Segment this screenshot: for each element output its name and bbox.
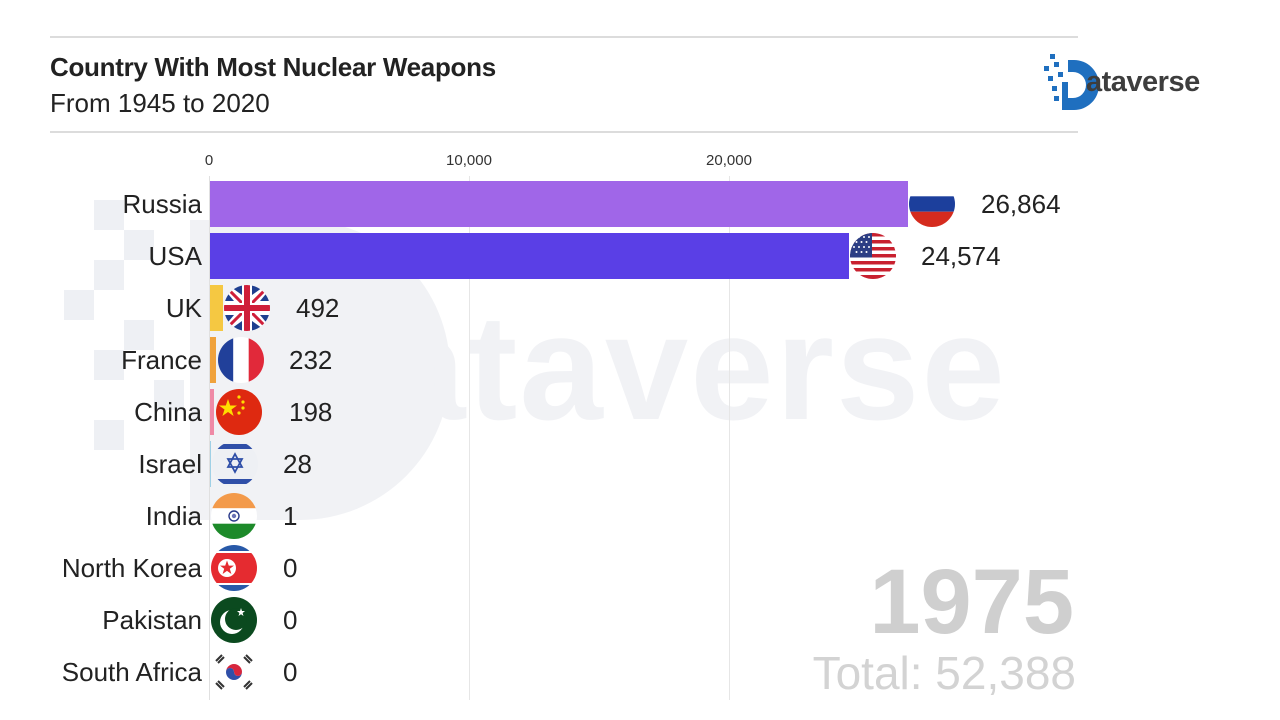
gridline-20000 <box>729 176 730 700</box>
value-label: 0 <box>283 657 298 687</box>
value-label: 198 <box>289 397 333 427</box>
bar-row-uk: UK 492 <box>0 285 1280 331</box>
bar-row-pakistan: Pakistan 0 <box>0 597 1280 643</box>
value-label: 492 <box>296 293 340 323</box>
bar-israel <box>210 441 211 487</box>
bar-uk <box>210 285 223 331</box>
value-label: 1 <box>283 501 298 531</box>
logo-d-icon <box>1044 54 1099 110</box>
country-label: USA <box>148 241 202 271</box>
total-label: Total: 52,388 <box>812 647 1076 699</box>
logo-text: ataverse <box>1086 66 1200 98</box>
bar-row-india: India 1 <box>0 493 1280 539</box>
y-axis-line <box>209 176 210 700</box>
china-flag-icon <box>216 389 262 435</box>
bar-russia <box>210 181 908 227</box>
value-label: 26,864 <box>981 189 1061 219</box>
x-tick-20000: 20,000 <box>706 152 752 169</box>
country-label: UK <box>165 293 202 323</box>
france-flag-icon <box>218 337 264 383</box>
gridline-10000 <box>469 176 470 700</box>
country-label: Israel <box>138 449 202 479</box>
bar-row-russia: Russia 26,864 <box>0 181 1280 227</box>
russia-flag-icon <box>909 181 955 227</box>
israel-flag-icon <box>212 441 258 487</box>
chart-title: Country With Most Nuclear Weapons <box>50 52 496 82</box>
value-label: 0 <box>283 605 298 635</box>
country-label: Russia <box>122 189 202 219</box>
value-label: 0 <box>283 553 298 583</box>
bar-france <box>210 337 216 383</box>
uk-flag-icon <box>224 285 270 331</box>
country-label: France <box>121 345 202 375</box>
value-label: 232 <box>289 345 333 375</box>
value-label: 24,574 <box>921 241 1001 271</box>
pakistan-flag-icon <box>211 597 257 643</box>
bar-row-south-africa: South Africa 0 <box>0 649 1280 695</box>
bar-row-israel: Israel 28 <box>0 441 1280 487</box>
north-korea-flag-icon <box>211 545 257 591</box>
bar-row-usa: USA 24,574 <box>0 233 1280 279</box>
header-rule <box>50 131 1078 133</box>
south-korea-flag-icon <box>211 649 257 695</box>
country-label: Pakistan <box>102 605 202 635</box>
usa-flag-icon <box>850 233 896 279</box>
dataverse-logo: ataverse <box>1044 52 1244 112</box>
bar-row-france: France 232 <box>0 337 1280 383</box>
bar-row-north-korea: North Korea 0 <box>0 545 1280 591</box>
bar-usa <box>210 233 849 279</box>
x-tick-0: 0 <box>204 152 214 169</box>
x-tick-10000: 10,000 <box>446 152 492 169</box>
country-label: South Africa <box>61 657 202 687</box>
india-flag-icon <box>211 493 257 539</box>
bar-row-china: China 198 <box>0 389 1280 435</box>
bar-china <box>210 389 214 435</box>
year-label: 1975 <box>869 551 1074 653</box>
top-rule <box>50 36 1078 38</box>
country-label: North Korea <box>61 553 202 583</box>
country-label: China <box>134 397 202 427</box>
chart-subtitle: From 1945 to 2020 <box>50 88 270 118</box>
value-label: 28 <box>283 449 312 479</box>
country-label: India <box>145 501 202 531</box>
